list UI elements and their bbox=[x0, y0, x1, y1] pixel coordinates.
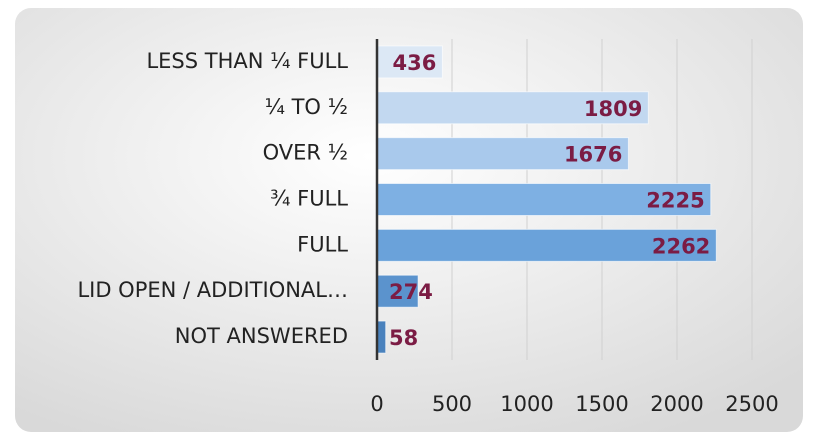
x-tick-label: 500 bbox=[432, 392, 472, 416]
y-tick-label: ¾ FULL bbox=[270, 187, 348, 211]
bar bbox=[376, 320, 387, 354]
data-label: 58 bbox=[389, 326, 418, 350]
x-tick-label: 2000 bbox=[650, 392, 703, 416]
data-label: 1809 bbox=[584, 97, 642, 121]
bar bbox=[376, 274, 419, 308]
y-tick-label: OVER ½ bbox=[263, 141, 348, 165]
y-tick-label: ¼ TO ½ bbox=[265, 95, 348, 119]
data-label: 274 bbox=[389, 280, 433, 304]
x-tick-label: 1000 bbox=[500, 392, 553, 416]
y-tick-label: FULL bbox=[297, 232, 348, 256]
data-label: 1676 bbox=[564, 143, 622, 167]
y-tick-label: NOT ANSWERED bbox=[175, 324, 348, 348]
x-tick-label: 2500 bbox=[725, 392, 778, 416]
bar bbox=[376, 91, 649, 125]
bar bbox=[376, 183, 712, 216]
y-tick-label: LID OPEN / ADDITIONAL… bbox=[77, 278, 348, 302]
bar bbox=[376, 228, 717, 262]
data-label: 436 bbox=[393, 51, 437, 75]
y-tick-label: LESS THAN ¼ FULL bbox=[146, 49, 348, 73]
data-label: 2225 bbox=[646, 189, 704, 213]
bar bbox=[376, 45, 443, 79]
bar bbox=[376, 137, 629, 171]
x-tick-label: 0 bbox=[370, 392, 383, 416]
data-label: 2262 bbox=[652, 234, 710, 258]
x-tick-label: 1500 bbox=[575, 392, 628, 416]
